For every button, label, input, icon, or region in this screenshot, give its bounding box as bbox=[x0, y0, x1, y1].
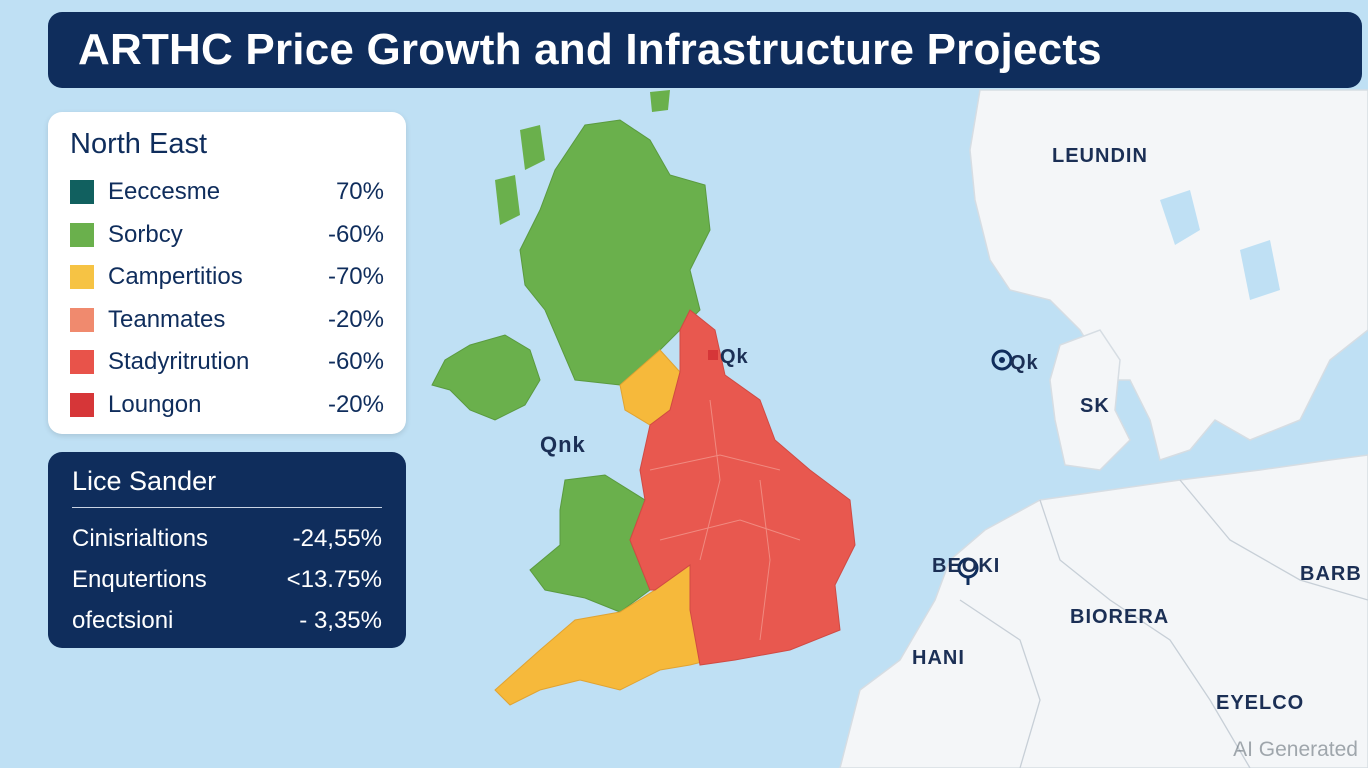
legend-panel: North East Eeccesme 70% Sorbcy -60% Camp… bbox=[48, 112, 406, 434]
legend-swatch bbox=[70, 392, 94, 417]
map-label-qnk: Qnk bbox=[540, 432, 586, 457]
stat-label: Enqutertions bbox=[72, 565, 207, 593]
legend-swatch bbox=[70, 350, 94, 375]
region-border-4 bbox=[759, 479, 771, 641]
legend-swatch bbox=[70, 222, 94, 247]
ireland bbox=[431, 334, 541, 421]
legend-value: -60% bbox=[327, 220, 384, 248]
stat-value: -24,55% bbox=[292, 524, 382, 552]
stat-row: Cinisrialtions -24,55% bbox=[72, 518, 382, 559]
stat-label: Cinisrialtions bbox=[72, 524, 209, 552]
legend-label: Sorbcy bbox=[108, 220, 183, 248]
lake-1 bbox=[1160, 190, 1200, 245]
country-border-3 bbox=[1179, 479, 1368, 601]
map-label-qk-uk: Qk bbox=[720, 346, 749, 368]
map-label-biorera: BIORERA bbox=[1070, 606, 1170, 628]
wales bbox=[529, 474, 651, 613]
legend-value: 70% bbox=[335, 178, 384, 206]
region-border-2 bbox=[659, 519, 801, 541]
legend-value: -70% bbox=[327, 263, 384, 291]
legend-item: Eeccesme 70% bbox=[70, 171, 384, 214]
continent-landmass bbox=[839, 454, 1368, 768]
legend-label: Campertitios bbox=[108, 263, 243, 291]
country-border-2 bbox=[1039, 499, 1251, 768]
legend-swatch bbox=[70, 180, 94, 205]
legend-item: Sorbcy -60% bbox=[70, 214, 384, 257]
legend-value: -20% bbox=[327, 305, 384, 333]
legend-value: -20% bbox=[327, 390, 384, 418]
england-region bbox=[629, 309, 856, 666]
legend-label: Eeccesme bbox=[108, 178, 221, 206]
stat-value: - 3,35% bbox=[299, 606, 382, 634]
legend-item: Teanmates -20% bbox=[70, 299, 384, 342]
stat-row: ofectsioni - 3,35% bbox=[72, 600, 382, 641]
scotland-island-1 bbox=[520, 125, 545, 170]
legend-item: Campertitios -70% bbox=[70, 256, 384, 299]
stats-title: Lice Sander bbox=[72, 466, 382, 508]
legend-item: Stadyritrution -60% bbox=[70, 341, 384, 384]
map-label-leundin: LEUNDIN bbox=[1052, 145, 1148, 167]
stat-label: ofectsioni bbox=[72, 606, 174, 634]
page-title: ARTHC Price Growth and Infrastructure Pr… bbox=[78, 25, 1102, 74]
region-border-1 bbox=[649, 454, 781, 471]
map-label-eyelco: EYELCO bbox=[1216, 692, 1305, 714]
legend-swatch bbox=[70, 307, 94, 332]
lake-2 bbox=[1240, 240, 1280, 300]
map-label-qk-east: Qk bbox=[1010, 352, 1039, 374]
legend-label: Teanmates bbox=[108, 305, 226, 333]
watermark: AI Generated bbox=[1233, 738, 1358, 761]
map-label-sk: SK bbox=[1080, 395, 1110, 417]
location-pin-icon[interactable] bbox=[957, 557, 979, 585]
denmark-landmass bbox=[1049, 329, 1131, 471]
legend-item: Loungon -20% bbox=[70, 384, 384, 427]
map-label-hani: HANI bbox=[912, 647, 965, 669]
scotland-island-2 bbox=[495, 175, 520, 225]
map-label-barb: BARB bbox=[1300, 563, 1362, 585]
scandinavia-landmass bbox=[969, 89, 1368, 461]
stat-row: Enqutertions <13.75% bbox=[72, 559, 382, 600]
location-pin-icon[interactable] bbox=[708, 350, 718, 360]
legend-label: Stadyritrution bbox=[108, 348, 250, 376]
legend-label: Loungon bbox=[108, 390, 202, 418]
legend-title: North East bbox=[70, 128, 207, 160]
location-pin-icon[interactable] bbox=[991, 349, 1013, 371]
region-border-3 bbox=[699, 399, 721, 561]
scotland-island-3 bbox=[650, 90, 670, 112]
country-border-1 bbox=[959, 599, 1041, 768]
map-label-beoki: BEOKI bbox=[932, 555, 1001, 577]
legend-swatch bbox=[70, 265, 94, 290]
stat-value: <13.75% bbox=[286, 565, 382, 593]
legend-value: -60% bbox=[327, 348, 384, 376]
title-bar: ARTHC Price Growth and Infrastructure Pr… bbox=[48, 12, 1362, 88]
stats-panel: Lice Sander Cinisrialtions -24,55% Enqut… bbox=[48, 452, 406, 648]
